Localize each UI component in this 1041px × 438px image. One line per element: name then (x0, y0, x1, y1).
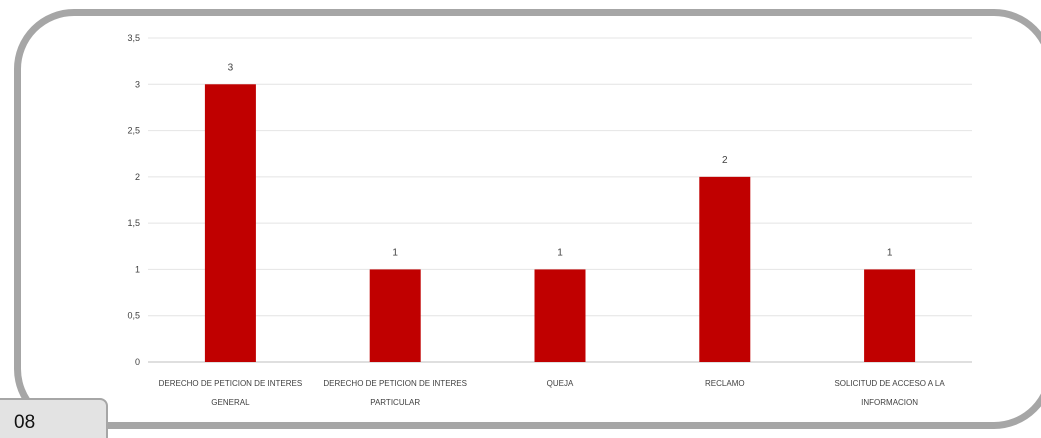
bars (204, 84, 916, 363)
chart-frame (14, 9, 1041, 429)
y-tick-label: 0 (135, 357, 140, 367)
y-tick-label: 2 (135, 172, 140, 182)
bar (534, 269, 586, 362)
page-number: 08 (14, 412, 36, 433)
category-label: RECLAMO (705, 379, 745, 388)
y-tick-label: 2,5 (127, 126, 140, 136)
y-axis-ticks: 0 0,5 1 1,5 2 2,5 3 3,5 (127, 33, 140, 367)
category-labels: DERECHO DE PETICION DE INTERES GENERAL DER… (159, 379, 946, 407)
category-label: PARTICULAR (370, 398, 420, 407)
y-tick-label: 1,5 (127, 218, 140, 228)
category-label: DERECHO DE PETICION DE INTERES (159, 379, 303, 388)
y-tick-label: 0,5 (127, 311, 140, 321)
y-tick-label: 1 (135, 264, 140, 274)
bar (699, 176, 751, 362)
bar (204, 84, 256, 363)
category-label: SOLICITUD DE ACCESO A LA (834, 379, 945, 388)
data-label: 2 (722, 155, 728, 166)
y-tick-label: 3 (135, 79, 140, 89)
category-label: QUEJA (547, 379, 574, 388)
y-tick-label: 3,5 (127, 33, 140, 43)
data-labels: 3 1 1 2 1 (228, 62, 893, 258)
bar (369, 269, 421, 362)
data-label: 1 (887, 247, 893, 258)
data-label: 1 (392, 247, 398, 258)
category-label: GENERAL (211, 398, 250, 407)
bar (864, 269, 916, 362)
category-label: INFORMACION (861, 398, 918, 407)
page-number-tab: 08 (0, 398, 108, 438)
data-label: 3 (228, 62, 234, 73)
data-label: 1 (557, 247, 563, 258)
category-label: DERECHO DE PETICION DE INTERES (323, 379, 467, 388)
